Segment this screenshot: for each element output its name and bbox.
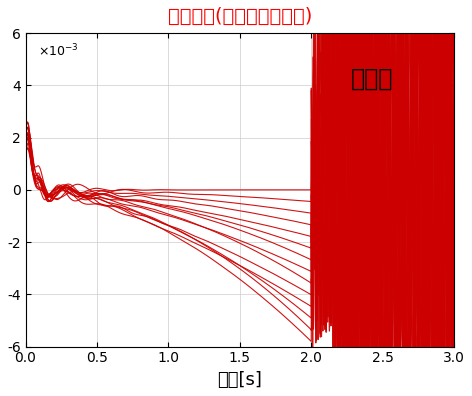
Text: 不安定: 不安定 bbox=[351, 66, 394, 90]
Text: $\times10^{-3}$: $\times10^{-3}$ bbox=[38, 42, 79, 59]
Title: 制御あり(高めの制御性能): 制御あり(高めの制御性能) bbox=[168, 7, 312, 26]
X-axis label: 時間[s]: 時間[s] bbox=[218, 371, 262, 389]
